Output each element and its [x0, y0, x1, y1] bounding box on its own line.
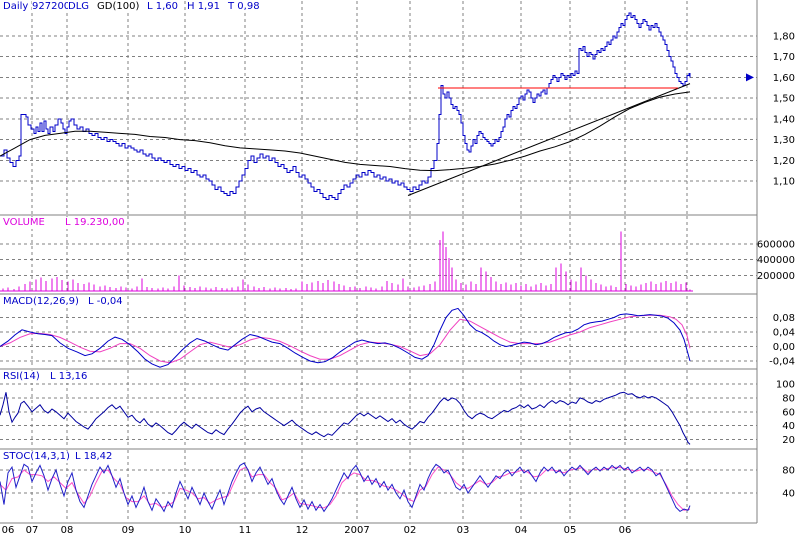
- macd-line: [0, 307, 691, 368]
- rsi-axis-tick-label: 100: [776, 380, 795, 391]
- x-axis-month-label: 03: [457, 525, 470, 536]
- x-axis-month-label: 11: [239, 525, 252, 536]
- price-axis-tick-label: 1,40: [773, 114, 795, 125]
- price-axis-tick-label: 1,50: [773, 94, 795, 105]
- x-axis-month-label: 06: [2, 525, 15, 536]
- x-axis-month-label: 09: [122, 525, 135, 536]
- last-price-marker: [746, 73, 754, 82]
- stoc-axis-tick-label: 40: [782, 489, 795, 500]
- x-axis-month-label: 04: [515, 525, 528, 536]
- price-axis-tick-label: 1,60: [773, 73, 795, 84]
- macd-axis-tick-label: -0,04: [769, 357, 795, 368]
- timeframe-label: Daily: [3, 1, 31, 13]
- support-trendline: [407, 83, 691, 196]
- stoc-last-label: L 18,42: [75, 451, 115, 463]
- x-axis-month-label: 10: [179, 525, 192, 536]
- turnover-label: T 0,98: [228, 1, 262, 13]
- rsi-line: [0, 391, 691, 445]
- volume-axis-tick-label: 400000: [757, 255, 795, 266]
- rsi-last-label: L 13,16: [50, 371, 90, 383]
- x-axis-month-label: 12: [296, 525, 309, 536]
- macd-axis-tick-label: 0,08: [773, 313, 795, 324]
- ma-indicator-label: GD(100): [97, 1, 142, 13]
- price-axis-tick-label: 1,80: [773, 32, 795, 43]
- x-axis-month-label: 08: [61, 525, 74, 536]
- price-axis-tick-label: 1,30: [773, 135, 795, 146]
- gd100-moving-average: [0, 91, 691, 172]
- stoc-k-line: [0, 462, 691, 513]
- volume-axis-tick-label: 600000: [757, 240, 795, 251]
- rsi-axis-tick-label: 40: [782, 421, 795, 432]
- high-price-label: H 1,91: [187, 1, 222, 13]
- x-axis-month-label: 2007: [344, 525, 369, 536]
- rsi-axis-tick-label: 60: [782, 407, 795, 418]
- rsi-axis-tick-label: 20: [782, 435, 795, 446]
- symbol-label: DLG: [68, 1, 92, 13]
- x-axis-month-label: 07: [26, 525, 39, 536]
- macd-axis-tick-label: 0,04: [773, 328, 795, 339]
- symbol-code-label: 927200: [32, 1, 73, 13]
- close-step: [0, 12, 691, 201]
- macd-last-label: L -0,04: [88, 296, 125, 308]
- price-axis-tick-label: 1,10: [773, 177, 795, 188]
- volume-last-label: L 19.230,00: [65, 217, 127, 229]
- x-axis-month-label: 05: [564, 525, 577, 536]
- rsi-title: RSI(14): [3, 371, 42, 383]
- x-axis-month-label: 02: [404, 525, 417, 536]
- macd-axis-tick-label: 0,00: [773, 342, 795, 353]
- rsi-axis-tick-label: 80: [782, 393, 795, 404]
- volume-title: VOLUME: [3, 217, 47, 229]
- macd-signal: [0, 314, 691, 364]
- macd-title: MACD(12,26,9): [3, 296, 81, 308]
- last-price-label: L 1,60: [147, 1, 181, 13]
- x-axis-month-label: 06: [619, 525, 632, 536]
- price-axis-tick-label: 1,20: [773, 156, 795, 167]
- stoc-axis-tick-label: 80: [782, 466, 795, 477]
- stoc-title: STOC(14,3,1): [3, 451, 72, 463]
- price-axis-tick-label: 1,70: [773, 52, 795, 63]
- volume-axis-tick-label: 200000: [757, 271, 795, 282]
